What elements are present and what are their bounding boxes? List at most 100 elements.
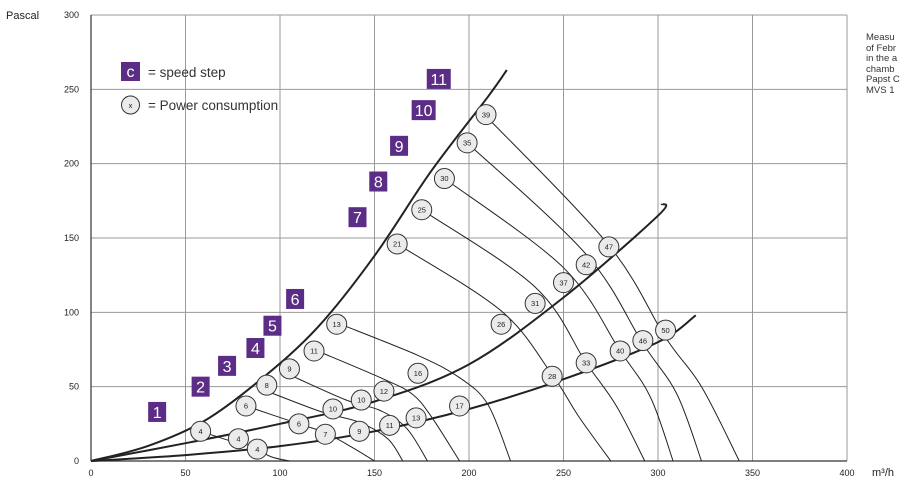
x-tick-label: 100 — [272, 468, 287, 478]
legend-step-box — [121, 62, 140, 81]
power-value: 47 — [605, 243, 613, 252]
power-circle — [598, 236, 620, 258]
power-value: 42 — [582, 260, 590, 269]
power-circle — [632, 330, 654, 352]
power-circle — [407, 362, 429, 384]
speed-step-box — [218, 355, 237, 376]
power-value: 37 — [559, 278, 567, 287]
x-tick-label: 200 — [461, 468, 476, 478]
power-circle — [379, 414, 401, 436]
power-value: 6 — [244, 402, 248, 411]
fan-curve — [485, 115, 740, 462]
note-line: MVS 1 — [866, 84, 895, 96]
legend-power-circle — [121, 95, 140, 115]
power-value: 26 — [497, 320, 505, 329]
power-value: 12 — [380, 387, 388, 396]
power-value: 6 — [297, 420, 301, 429]
y-tick-label: 150 — [64, 233, 79, 243]
power-circle — [490, 313, 512, 335]
y-tick-label: 300 — [64, 10, 79, 20]
speed-step-box — [390, 135, 409, 156]
speed-step-box — [246, 338, 265, 359]
power-value: 40 — [616, 347, 624, 356]
power-value: 33 — [582, 359, 590, 368]
fan-curve — [421, 209, 646, 462]
speed-step-label: 8 — [374, 175, 383, 192]
speed-step-label: 6 — [291, 292, 300, 309]
power-value: 39 — [482, 110, 490, 119]
fan-curve — [466, 142, 702, 462]
power-circle — [235, 395, 257, 417]
legend-power-symbol: x — [129, 101, 133, 110]
power-circle — [405, 407, 427, 429]
speed-step-label: 3 — [223, 359, 232, 376]
power-value: 50 — [661, 326, 669, 335]
power-circle — [288, 413, 310, 435]
legend-step-text: = speed step — [148, 65, 226, 80]
power-circle — [348, 420, 370, 442]
power-value: 13 — [412, 414, 420, 423]
x-tick-label: 0 — [88, 468, 93, 478]
fan-curve — [289, 374, 428, 462]
speed-step-box — [411, 100, 436, 121]
speed-step-box — [148, 401, 167, 422]
power-circle — [190, 420, 212, 442]
speed-step-label: 1 — [153, 405, 162, 422]
speed-step-box — [286, 288, 305, 309]
speed-step-box — [348, 207, 367, 228]
power-value: 25 — [418, 205, 426, 214]
power-circle — [256, 374, 278, 396]
fan-curve — [336, 322, 512, 462]
speed-step-label: 9 — [395, 139, 404, 156]
y-axis-label: Pascal — [6, 10, 39, 22]
power-circle — [373, 380, 395, 402]
power-points: 4446678109910111112131316172126282531333… — [190, 104, 677, 460]
power-value: 7 — [323, 430, 327, 439]
power-circle — [227, 428, 249, 450]
power-value: 13 — [333, 320, 341, 329]
system-curve — [90, 202, 668, 462]
fan-curve — [313, 349, 461, 462]
power-value: 28 — [548, 372, 556, 381]
y-tick-label: 0 — [74, 456, 79, 466]
speed-step-box — [369, 171, 388, 192]
x-tick-label: 300 — [650, 468, 665, 478]
speed-step-label: 7 — [353, 210, 362, 227]
x-tick-label: 250 — [556, 468, 571, 478]
speed-step-label: 5 — [268, 319, 277, 336]
y-tick-label: 250 — [64, 84, 79, 94]
power-value: 11 — [386, 421, 394, 430]
speed-step-box — [263, 315, 282, 336]
power-value: 4 — [236, 434, 240, 443]
power-circle — [303, 340, 325, 362]
speed-step-box — [426, 68, 451, 89]
power-value: 35 — [463, 139, 471, 148]
power-value: 8 — [265, 381, 269, 390]
power-circle — [449, 395, 471, 417]
power-circle — [575, 254, 597, 276]
x-tick-label: 150 — [367, 468, 382, 478]
power-circle — [246, 438, 268, 460]
note-line: of Febr — [866, 42, 897, 54]
power-value: 10 — [329, 405, 337, 414]
power-value: 11 — [310, 347, 318, 356]
system-curve — [90, 69, 508, 462]
fan-curve — [396, 243, 612, 462]
power-circle — [386, 233, 408, 255]
power-circle — [322, 398, 344, 420]
power-circle — [456, 132, 478, 154]
y-tick-label: 200 — [64, 159, 79, 169]
legend-power-text: = Power consumption — [148, 98, 278, 113]
x-tick-label: 350 — [745, 468, 760, 478]
power-value: 30 — [440, 174, 448, 183]
power-value: 46 — [639, 336, 647, 345]
power-circle — [575, 352, 597, 374]
power-circle — [314, 423, 336, 445]
note-line: in the a — [866, 53, 898, 64]
power-circle — [541, 365, 563, 387]
grid — [90, 14, 848, 462]
power-circle — [411, 199, 433, 221]
speed-step-box — [191, 376, 210, 397]
y-tick-label: 100 — [64, 307, 79, 317]
power-circle — [278, 358, 300, 380]
